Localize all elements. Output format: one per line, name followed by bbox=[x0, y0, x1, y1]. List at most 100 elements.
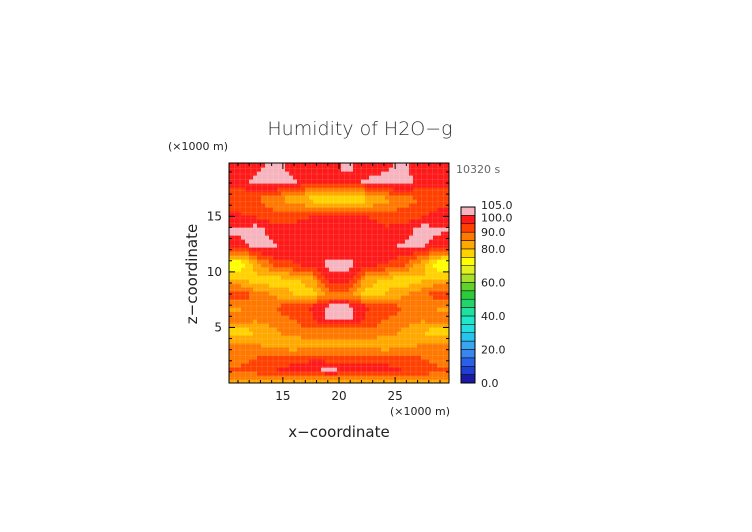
field-cell bbox=[389, 171, 394, 176]
field-cell bbox=[313, 311, 318, 316]
field-cell bbox=[353, 183, 358, 188]
field-cell bbox=[241, 375, 246, 380]
field-cell bbox=[285, 299, 290, 304]
field-cell bbox=[389, 219, 394, 224]
field-cell bbox=[265, 279, 270, 284]
field-cell bbox=[373, 183, 378, 188]
field-cell bbox=[301, 171, 306, 176]
field-cell bbox=[313, 187, 318, 192]
field-cell bbox=[417, 219, 422, 224]
field-cell bbox=[433, 347, 438, 352]
field-cell bbox=[265, 271, 270, 276]
field-cell bbox=[329, 367, 334, 372]
field-cell bbox=[233, 355, 238, 360]
x-axis-ticks: 15 20 25 bbox=[237, 163, 441, 403]
field-cell bbox=[361, 331, 366, 336]
field-cell bbox=[425, 211, 430, 216]
field-cell bbox=[433, 199, 438, 204]
field-cell bbox=[425, 247, 430, 252]
field-cell bbox=[245, 335, 250, 340]
field-cell bbox=[305, 343, 310, 348]
field-cell bbox=[257, 259, 262, 264]
x-tick-label: 25 bbox=[387, 389, 402, 403]
field-cell bbox=[273, 219, 278, 224]
field-cell bbox=[357, 303, 362, 308]
field-cell bbox=[409, 227, 414, 232]
field-cell bbox=[357, 179, 362, 184]
field-cell bbox=[261, 247, 266, 252]
field-cell bbox=[361, 171, 366, 176]
field-cell bbox=[381, 375, 386, 380]
field-cell bbox=[245, 187, 250, 192]
field-cell bbox=[285, 323, 290, 328]
field-cell bbox=[389, 327, 394, 332]
field-cell bbox=[393, 311, 398, 316]
field-cell bbox=[325, 339, 330, 344]
field-cell bbox=[289, 227, 294, 232]
field-cell bbox=[313, 327, 318, 332]
field-cell bbox=[389, 271, 394, 276]
field-cell bbox=[325, 271, 330, 276]
field-cell bbox=[253, 275, 258, 280]
field-cell bbox=[433, 299, 438, 304]
field-cell bbox=[433, 243, 438, 248]
field-cell bbox=[409, 275, 414, 280]
field-cell bbox=[305, 355, 310, 360]
field-cell bbox=[265, 199, 270, 204]
field-cell bbox=[229, 327, 234, 332]
field-cell bbox=[261, 191, 266, 196]
field-cell bbox=[285, 347, 290, 352]
field-cell bbox=[261, 367, 266, 372]
field-cell bbox=[445, 243, 449, 248]
field-cell bbox=[401, 371, 406, 376]
field-cell bbox=[425, 171, 430, 176]
field-cell bbox=[381, 283, 386, 288]
field-cell bbox=[341, 327, 346, 332]
field-cell bbox=[289, 187, 294, 192]
field-cell bbox=[445, 339, 449, 344]
field-cell bbox=[345, 175, 350, 180]
field-cell bbox=[261, 347, 266, 352]
field-cell bbox=[281, 339, 286, 344]
field-cell bbox=[285, 251, 290, 256]
field-cell bbox=[257, 267, 262, 272]
field-cell bbox=[433, 263, 438, 268]
field-cell bbox=[281, 247, 286, 252]
field-cell bbox=[265, 291, 270, 296]
field-cell bbox=[293, 187, 298, 192]
colorbar-label: 100.0 bbox=[481, 211, 513, 224]
field-cell bbox=[401, 323, 406, 328]
field-cell bbox=[309, 227, 314, 232]
field-cell bbox=[349, 355, 354, 360]
field-cell bbox=[413, 247, 418, 252]
field-cell bbox=[429, 299, 434, 304]
field-cell bbox=[357, 271, 362, 276]
field-cell bbox=[309, 375, 314, 380]
field-cell bbox=[321, 271, 326, 276]
field-cell bbox=[249, 339, 254, 344]
field-cell bbox=[317, 347, 322, 352]
field-cell bbox=[389, 247, 394, 252]
field-cell bbox=[297, 263, 302, 268]
field-cell bbox=[273, 319, 278, 324]
field-cell bbox=[373, 223, 378, 228]
field-cell bbox=[417, 243, 422, 248]
field-cell bbox=[257, 199, 262, 204]
field-cell bbox=[409, 199, 414, 204]
field-cell bbox=[249, 275, 254, 280]
field-cell bbox=[425, 251, 430, 256]
field-cell bbox=[377, 327, 382, 332]
field-cell bbox=[273, 247, 278, 252]
field-cell bbox=[289, 275, 294, 280]
field-cell bbox=[345, 371, 350, 376]
field-cell bbox=[265, 299, 270, 304]
field-cell bbox=[253, 327, 258, 332]
field-cell bbox=[353, 323, 358, 328]
field-cell bbox=[433, 239, 438, 244]
field-cell bbox=[273, 215, 278, 220]
field-cell bbox=[273, 243, 278, 248]
field-cell bbox=[345, 247, 350, 252]
field-cell bbox=[277, 299, 282, 304]
field-cell bbox=[369, 355, 374, 360]
field-cell bbox=[329, 215, 334, 220]
